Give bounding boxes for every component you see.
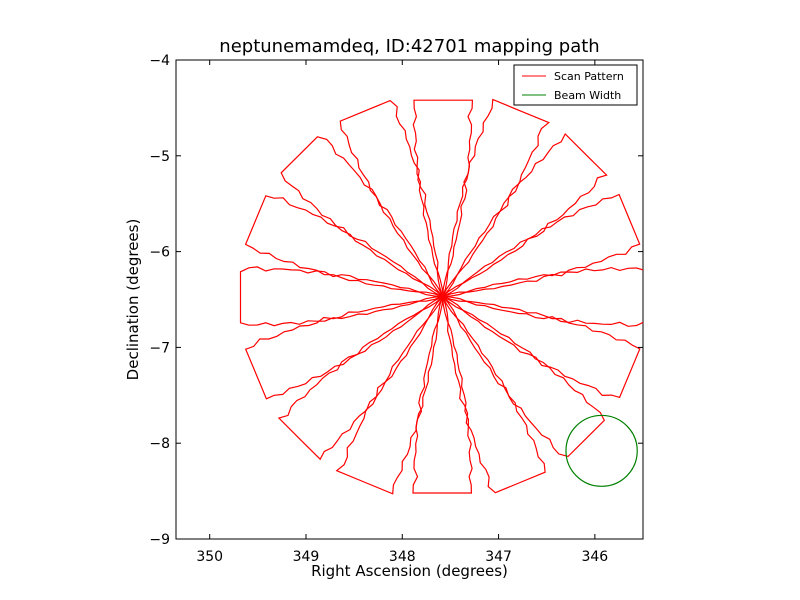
scan-petal-3-b: [335, 296, 444, 495]
scan-petal-5-b: [442, 296, 546, 494]
scan-petal-4-a: [412, 99, 474, 297]
scan-petal-2-b: [277, 296, 444, 461]
beam-width-circle: [565, 414, 638, 487]
scan-petal-4-b: [412, 296, 473, 494]
x-tick-label: 348: [389, 549, 416, 565]
x-tick-label: 347: [485, 549, 512, 565]
chart-title: neptunemamdeq, ID:42701 mapping path: [219, 36, 599, 57]
scan-pattern-layer: [239, 98, 643, 495]
x-axis-label: Right Ascension (degrees): [311, 562, 508, 580]
x-tick-label: 349: [293, 549, 320, 565]
scan-petal-0-a: [442, 266, 643, 327]
y-axis-label: Declination (degrees): [124, 219, 142, 381]
legend-label-beam-width: Beam Width: [554, 89, 621, 102]
plot-frame: [175, 59, 644, 540]
beam-width-layer: [565, 414, 638, 487]
y-axis-ticks: −4 −5 −6 −7 −8 −9: [149, 53, 643, 548]
scan-petal-6-b: [442, 296, 606, 458]
y-tick-label: −6: [149, 245, 170, 261]
legend: Scan Pattern Beam Width: [513, 64, 638, 106]
scan-petal-0-b: [239, 266, 443, 327]
y-tick-label: −7: [149, 340, 170, 356]
scan-petal-3-a: [442, 98, 550, 297]
legend-box: [513, 64, 638, 106]
x-axis-ticks: 350 349 348 347 346: [196, 60, 608, 565]
scan-petal-2-a: [442, 132, 608, 298]
scan-petal-1-b: [244, 296, 443, 400]
scan-petal-5-a: [339, 99, 444, 297]
scan-petal-7-a: [244, 195, 443, 298]
y-tick-label: −5: [149, 149, 170, 165]
y-tick-label: −9: [149, 532, 170, 548]
x-tick-label: 350: [196, 549, 223, 565]
scan-petal-6-a: [280, 136, 444, 298]
x-tick-label: 346: [581, 549, 608, 565]
scan-petal-1-a: [442, 193, 641, 298]
y-tick-label: −4: [149, 53, 170, 69]
legend-label-scan-pattern: Scan Pattern: [554, 70, 624, 83]
scan-petal-7-b: [442, 296, 641, 399]
y-tick-label: −8: [149, 436, 170, 452]
